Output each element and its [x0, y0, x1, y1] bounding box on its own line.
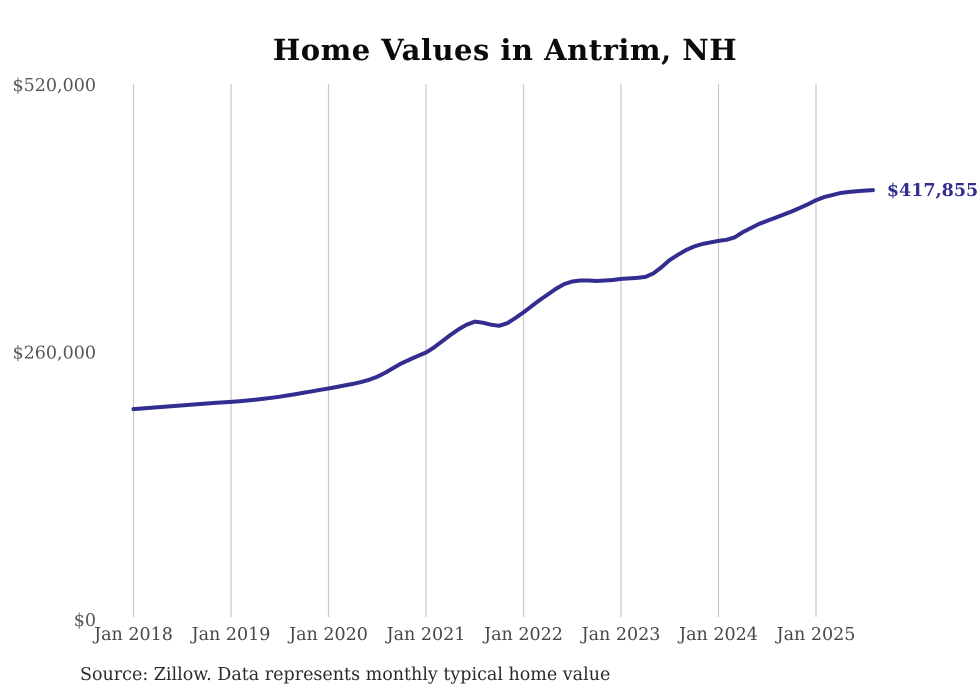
y-axis-tick-label: $260,000 — [12, 344, 96, 364]
x-axis-tick-label: Jan 2018 — [92, 625, 173, 645]
chart-title: Home Values in Antrim, NH — [272, 33, 738, 67]
x-axis-tick-label: Jan 2023 — [580, 625, 661, 645]
x-axis-tick-label: Jan 2024 — [677, 625, 758, 645]
source-note: Source: Zillow. Data represents monthly … — [80, 665, 611, 685]
x-axis-tick-label: Jan 2020 — [287, 625, 368, 645]
x-axis-tick-label: Jan 2022 — [482, 625, 563, 645]
end-value-label: $417,855 — [887, 181, 978, 201]
y-axis-tick-label: $520,000 — [12, 76, 96, 96]
x-axis-tick-label: Jan 2019 — [190, 625, 271, 645]
home-value-line — [131, 188, 875, 412]
y-axis-tick-label: $0 — [74, 611, 96, 631]
x-axis-tick-label: Jan 2025 — [775, 625, 856, 645]
x-axis-tick-label: Jan 2021 — [385, 625, 466, 645]
